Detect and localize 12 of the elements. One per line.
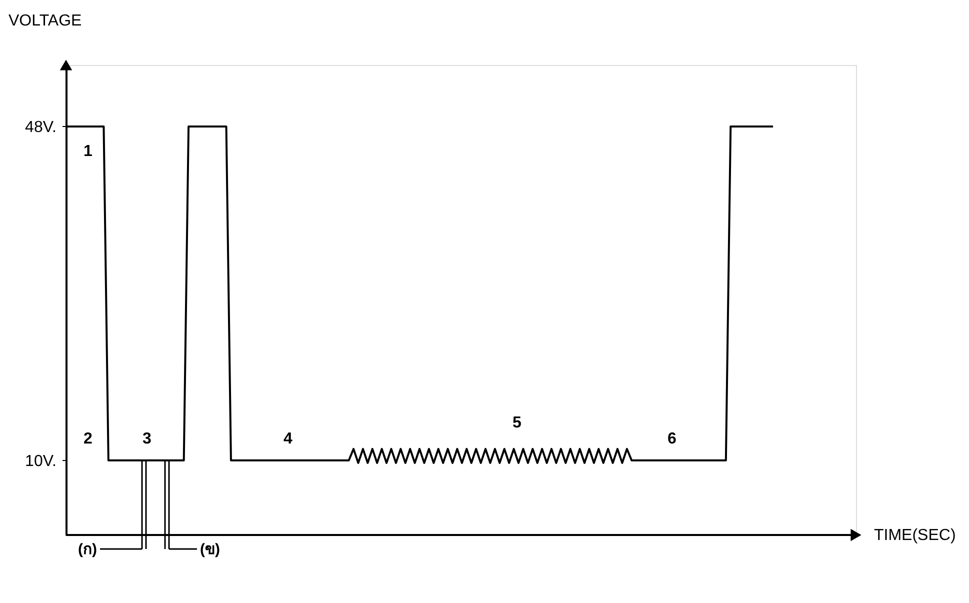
annotation: 5 [512, 414, 522, 432]
annotation: 2 [84, 430, 93, 448]
y-axis-title: VOLTAGE [8, 12, 82, 30]
text: TIME(SEC) [874, 527, 956, 544]
annotation: 6 [668, 430, 677, 448]
annotation: 1 [84, 143, 93, 160]
annotation: 3 [142, 430, 152, 448]
text: (ข) [200, 541, 220, 558]
annotation: 4 [284, 430, 293, 448]
y-tick-label: 10V. [25, 452, 56, 470]
text: (ก) [78, 541, 97, 558]
y-tick-label: 48V. [25, 118, 56, 136]
